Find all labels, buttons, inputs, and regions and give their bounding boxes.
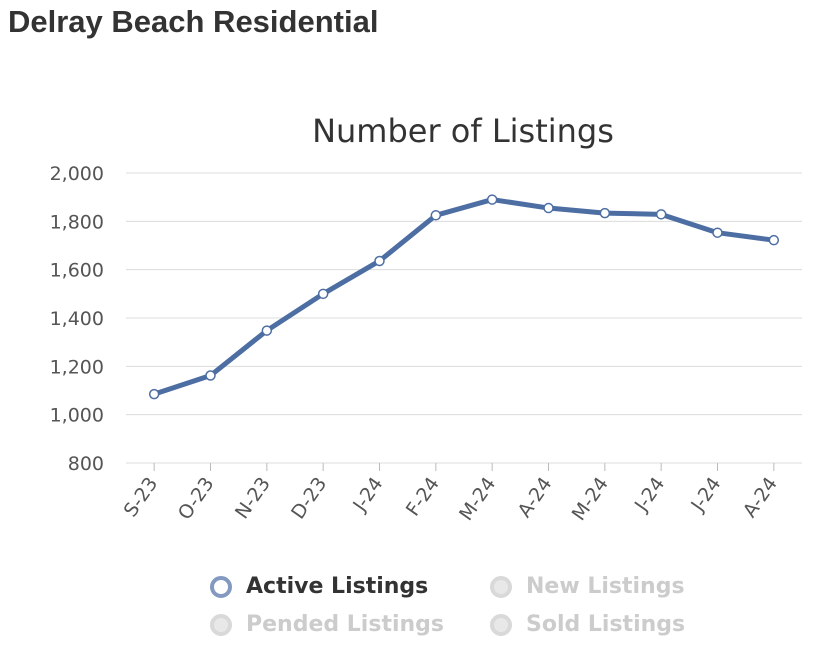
data-point[interactable] [148, 388, 160, 400]
data-point[interactable] [486, 194, 498, 205]
series-line-active-listings [151, 197, 777, 397]
x-tick-label: F-24 [402, 473, 444, 520]
legend-item-active-listings[interactable]: Active Listings [210, 574, 428, 599]
data-point[interactable] [768, 234, 780, 246]
y-tick-label: 1,000 [50, 405, 104, 427]
legend-marker-icon [490, 575, 512, 598]
y-tick-label: 1,200 [50, 356, 104, 378]
grid-lines [126, 172, 802, 464]
y-tick-label: 800 [68, 453, 104, 475]
legend-item-pended-listings[interactable]: Pended Listings [210, 612, 444, 637]
y-tick-label: 1,400 [50, 308, 104, 330]
data-point[interactable] [599, 207, 611, 219]
y-tick-label: 1,600 [50, 260, 104, 282]
legend-label: Active Listings [246, 574, 429, 599]
x-tick-label: D-23 [287, 473, 331, 523]
x-tick-label: J-24 [348, 473, 387, 516]
legend-marker-icon [490, 613, 512, 636]
page-title: Delray Beach Residential [8, 4, 379, 39]
data-point[interactable] [655, 209, 667, 220]
y-tick-label: 2,000 [50, 163, 104, 185]
data-point[interactable] [374, 255, 385, 267]
y-axis: 800 1,000 1,200 1,400 1,600 1,800 2,000 [50, 163, 104, 475]
x-tick-label: J-24 [630, 473, 669, 516]
y-tick-label: 1,800 [50, 211, 104, 233]
series-layer [148, 194, 780, 400]
legend-label: New Listings [526, 574, 685, 599]
legend-marker-icon [210, 613, 232, 636]
x-tick-label: M-24 [455, 473, 500, 524]
listings-chart: Number of Listings 800 1,000 1,200 1,400 1,6… [50, 112, 802, 525]
legend-item-sold-listings[interactable]: Sold Listings [490, 612, 685, 637]
x-tick-label: S-23 [120, 473, 163, 521]
legend-label: Sold Listings [526, 612, 686, 637]
x-tick-label: A-24 [514, 473, 557, 521]
data-point[interactable] [543, 202, 554, 214]
data-point[interactable] [317, 288, 329, 300]
legend-item-new-listings[interactable]: New Listings [490, 574, 685, 599]
x-axis: S-23 O-23 N-23 D-23 J-24 F-24 M-24 A-24 M-24 J-24… [120, 463, 782, 525]
legend-marker-icon [210, 575, 232, 598]
x-tick-label: N-23 [231, 473, 275, 523]
x-tick-label: O-23 [174, 473, 219, 524]
data-point[interactable] [261, 325, 273, 336]
x-tick-label: M-24 [568, 473, 613, 524]
data-point[interactable] [205, 370, 216, 381]
data-point[interactable] [430, 210, 442, 221]
x-tick-label: J-24 [686, 473, 725, 516]
x-tick-label: A-24 [739, 473, 782, 521]
data-point[interactable] [712, 227, 723, 238]
chart-title: Number of Listings [312, 112, 614, 150]
legend-label: Pended Listings [246, 612, 444, 637]
